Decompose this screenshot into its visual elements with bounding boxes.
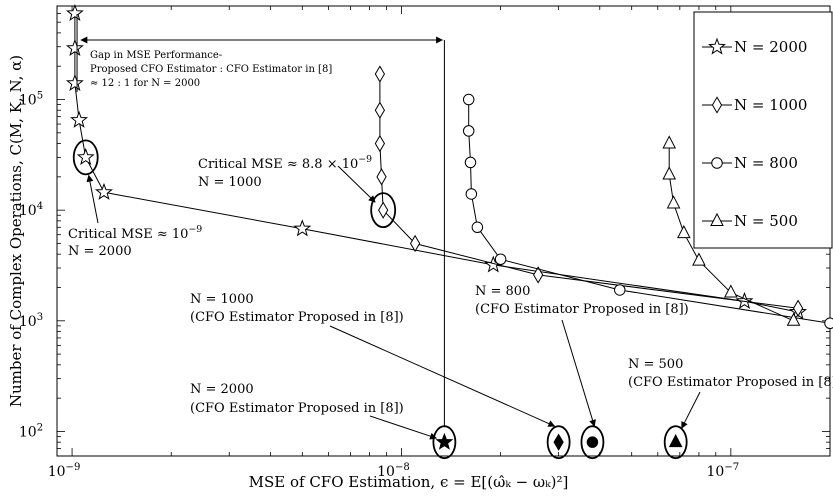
- y-tick-label: 104: [19, 201, 43, 219]
- data-point: [374, 134, 386, 153]
- data-point: [293, 219, 312, 237]
- data-point: [378, 201, 389, 219]
- data-point: [462, 93, 475, 106]
- proposed-point: [668, 433, 683, 448]
- critical-1000-label: Critical MSE ≈ 8.8 × 10−9: [198, 154, 372, 172]
- label-500-arrow: [681, 391, 701, 429]
- data-point: [465, 188, 478, 200]
- legend-label: N = 1000: [734, 96, 807, 114]
- series-2: [462, 93, 833, 330]
- series-3: [662, 135, 801, 326]
- proposed-point: [586, 436, 599, 448]
- legend-label: N = 500: [734, 212, 798, 230]
- data-point: [692, 252, 706, 266]
- data-point: [786, 312, 801, 326]
- legend-marker: [711, 157, 723, 169]
- legend-marker: [711, 96, 723, 114]
- critical-1000-arrow: [337, 165, 376, 203]
- label-800-n: N = 800: [475, 284, 530, 299]
- data-point: [65, 73, 84, 91]
- critical-markers: [72, 139, 397, 229]
- data-point: [677, 224, 691, 239]
- series-line: [74, 13, 799, 313]
- legend-item: N = 500: [702, 212, 798, 230]
- label-500-text: (CFO Estimator Proposed in [8]: [628, 375, 833, 390]
- legend: N = 2000 N = 1000 N = 800 N = 500: [693, 11, 833, 249]
- label-800-arrow: [561, 319, 596, 427]
- label-500-n: N = 500: [628, 357, 683, 372]
- data-point: [666, 195, 681, 209]
- critical-2000-arrow: [86, 174, 99, 224]
- label-2000-arrow: [369, 415, 438, 440]
- proposed-point: [435, 432, 454, 450]
- data-point: [70, 110, 89, 128]
- plot-area: 10−9 10−8 10−7 102 103 104 105 MSE of CFO Estim…: [7, 3, 833, 491]
- x-tick-label: 10−9: [48, 462, 81, 480]
- data-point: [662, 135, 677, 149]
- legend-label: N = 800: [734, 154, 798, 172]
- y-tick-label: 102: [19, 422, 43, 440]
- data-point: [471, 221, 484, 234]
- data-point: [374, 101, 386, 119]
- data-point: [824, 317, 833, 330]
- data-point: [494, 253, 507, 266]
- critical-ellipse-2000: [72, 139, 99, 176]
- data-point: [409, 234, 421, 253]
- data-point: [735, 291, 754, 309]
- x-axis-title: MSE of CFO Estimation, ϵ = E[(ω̂ₖ − ωₖ)²…: [249, 473, 569, 491]
- data-point: [462, 125, 475, 137]
- data-point: [724, 284, 738, 298]
- data-point: [533, 266, 544, 284]
- label-1000-n: N = 1000: [190, 292, 254, 307]
- proposed-point: [553, 433, 564, 451]
- label-1000-arrow: [329, 325, 556, 427]
- data-point: [614, 284, 626, 296]
- legend-marker: [708, 37, 726, 55]
- legend-item: N = 800: [702, 154, 798, 172]
- gap-text-2: Proposed CFO Estimator : CFO Estimator i…: [90, 64, 332, 75]
- x-tick-label: 10−7: [707, 462, 740, 480]
- critical-1000-n: N = 1000: [198, 175, 262, 190]
- critical-2000-label: Critical MSE ≈ 10−9: [68, 224, 202, 242]
- label-800-text: (CFO Estimator Proposed in [8]): [475, 302, 689, 317]
- data-point: [374, 65, 386, 83]
- critical-ellipse-1000: [370, 192, 397, 229]
- data-point: [376, 168, 387, 186]
- gap-text-1: Gap in MSE Performance-: [90, 50, 222, 61]
- y-axis-title: Number of Complex Operations, C(M, K, N,…: [7, 55, 25, 407]
- label-2000-text: (CFO Estimator Proposed in [8]): [190, 401, 404, 416]
- y-tick-label: 103: [19, 312, 43, 330]
- data-point: [65, 3, 84, 22]
- data-point: [65, 38, 84, 56]
- legend-item: N = 1000: [702, 96, 807, 114]
- label-2000-n: N = 2000: [190, 382, 254, 397]
- label-1000-text: (CFO Estimator Proposed in [8]): [190, 310, 404, 325]
- data-point: [95, 182, 113, 200]
- proposed-points: [432, 425, 688, 460]
- y-tick-label: 105: [19, 91, 43, 109]
- legend-item: N = 2000: [702, 37, 807, 56]
- gap-text-3: ≈ 12 : 1 for N = 2000: [90, 78, 200, 89]
- data-point: [662, 166, 677, 180]
- data-point: [76, 147, 95, 165]
- critical-2000-n: N = 2000: [68, 244, 132, 259]
- legend-marker: [710, 212, 724, 226]
- x-tick-label: 10−8: [377, 462, 410, 480]
- proposed-ellipse: [663, 425, 688, 460]
- data-point: [792, 299, 804, 317]
- legend-label: N = 2000: [734, 38, 807, 56]
- data-point: [464, 156, 477, 169]
- legend-box: [693, 11, 833, 249]
- proposed-ellipse: [546, 425, 571, 460]
